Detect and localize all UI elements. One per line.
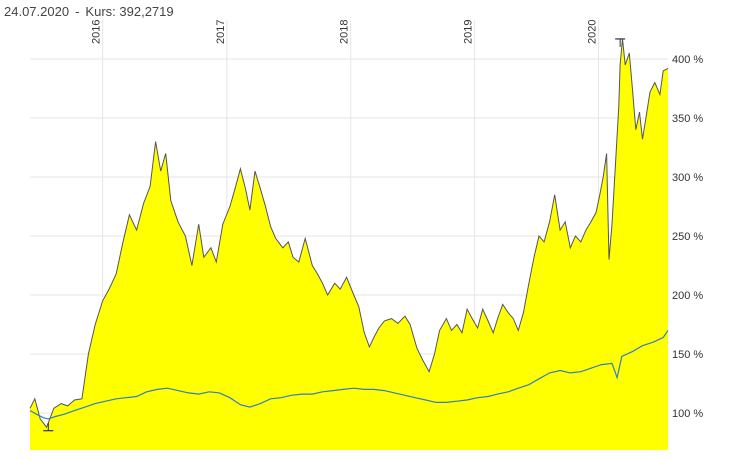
y-tick-label: 400 % [672,54,703,66]
marker-layer [43,38,626,432]
header-date: 24.07.2020 [4,4,70,19]
series-line-layer [29,330,669,420]
x-axis: 2016 2017 2018 2019 2020 [91,20,599,44]
x-tick-label: 2019 [463,20,475,44]
x-tick-label: 2016 [91,20,103,44]
y-tick-label: 300 % [672,172,703,184]
y-tick-label: 250 % [672,231,703,243]
chart-header: 24.07.2020- Kurs: 392,2719 [4,4,174,19]
x-tick-label: 2017 [215,20,227,44]
y-tick-label: 350 % [672,113,703,125]
series-area-layer [29,38,669,451]
x-tick-label: 2020 [586,20,598,44]
header-kurs-value: 392,2719 [119,4,174,19]
series-line [29,330,669,420]
header-kurs-label: Kurs: [85,4,116,19]
x-tick-label: 2018 [339,20,351,44]
y-tick-label: 100 % [672,408,703,420]
series-area-fill [30,38,668,451]
y-tick-label: 150 % [672,349,703,361]
y-axis: 100 % 150 % 200 % 250 % 300 % 350 % 400 % [672,54,703,420]
header-separator: - [75,4,80,19]
y-tick-label: 200 % [672,290,703,302]
series-area-line [29,38,669,429]
